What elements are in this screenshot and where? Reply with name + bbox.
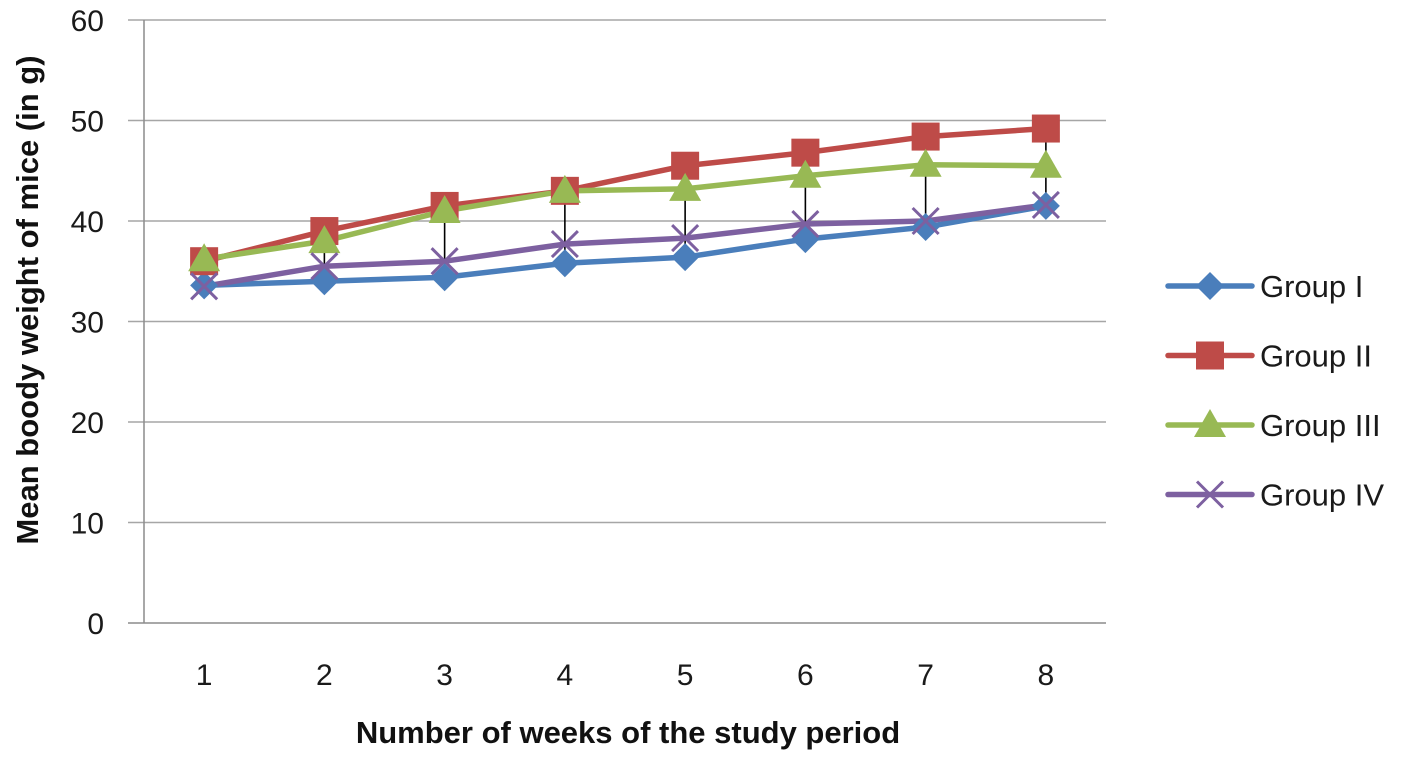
marker-group-iii xyxy=(188,243,221,272)
legend-label: Group II xyxy=(1260,339,1372,374)
legend-marker xyxy=(1194,409,1226,437)
marker-group-iv xyxy=(310,252,339,281)
x-tick-labels: 1 2 3 4 5 6 7 8 xyxy=(196,659,1054,692)
y-tick-label: 30 xyxy=(71,307,104,340)
x-tick-label: 4 xyxy=(557,659,574,692)
marker-group-iii xyxy=(308,225,341,254)
marker-group-iii xyxy=(909,148,942,177)
marker-group-i xyxy=(310,267,339,296)
x-tick-label: 8 xyxy=(1038,659,1055,692)
gridlines xyxy=(128,19,1106,524)
y-tick-label: 0 xyxy=(87,608,104,641)
legend-marker xyxy=(1196,341,1224,370)
y-tick-labels: 0 10 20 30 40 50 60 xyxy=(71,5,104,641)
marker-group-iii xyxy=(428,194,461,223)
series-line-group-i xyxy=(201,203,1049,289)
marker-group-iv xyxy=(671,224,700,253)
x-tick-label: 6 xyxy=(797,659,814,692)
series-line-group-ii xyxy=(201,125,1049,264)
series-line-group-iii xyxy=(201,161,1049,262)
axes xyxy=(128,20,1106,624)
legend-label: Group I xyxy=(1260,269,1363,304)
marker-group-iv xyxy=(550,230,579,259)
y-tick-label: 50 xyxy=(71,106,104,139)
legend-item-group-ii: Group II xyxy=(1165,339,1372,374)
marker-group-iv xyxy=(911,206,940,236)
legend-marker xyxy=(1195,480,1225,509)
marker-group-i xyxy=(550,249,579,278)
y-tick-label: 20 xyxy=(71,407,104,440)
x-tick-label: 7 xyxy=(917,659,934,692)
marker-group-iv xyxy=(430,247,459,276)
marker-group-iv xyxy=(190,272,219,301)
marker-group-i xyxy=(671,243,700,272)
legend-label: Group III xyxy=(1260,408,1381,443)
marker-group-ii xyxy=(911,122,940,151)
series-markers xyxy=(188,114,1062,301)
y-tick-label: 10 xyxy=(71,508,104,541)
legend-item-group-iii: Group III xyxy=(1165,408,1381,443)
marker-group-iv xyxy=(791,209,820,239)
marker-group-ii xyxy=(1031,114,1060,143)
marker-group-iv xyxy=(1031,190,1060,219)
x-tick-label: 1 xyxy=(196,659,213,692)
marker-group-i xyxy=(911,213,940,242)
marker-group-iii xyxy=(1029,149,1062,178)
y-tick-label: 60 xyxy=(71,5,104,38)
legend-item-group-iv: Group IV xyxy=(1165,478,1384,513)
series-lines xyxy=(201,125,1049,290)
x-tick-label: 2 xyxy=(316,659,333,692)
marker-group-i xyxy=(430,263,459,292)
y-axis-title: Mean boody weight of mice (in g) xyxy=(10,55,45,544)
legend-item-group-i: Group I xyxy=(1165,269,1363,304)
legend-label: Group IV xyxy=(1260,478,1384,513)
marker-group-iii xyxy=(548,174,581,203)
marker-group-iii xyxy=(669,172,702,201)
y-tick-label: 40 xyxy=(71,206,104,239)
marker-group-i xyxy=(791,225,820,254)
legend: Group I Group II Group III Group IV xyxy=(1165,269,1384,513)
legend-marker xyxy=(1196,272,1224,300)
x-axis-title: Number of weeks of the study period xyxy=(356,715,900,750)
x-tick-label: 3 xyxy=(436,659,453,692)
x-tick-label: 5 xyxy=(677,659,694,692)
series-line-group-iv xyxy=(201,202,1049,290)
marker-group-iii xyxy=(789,159,822,188)
